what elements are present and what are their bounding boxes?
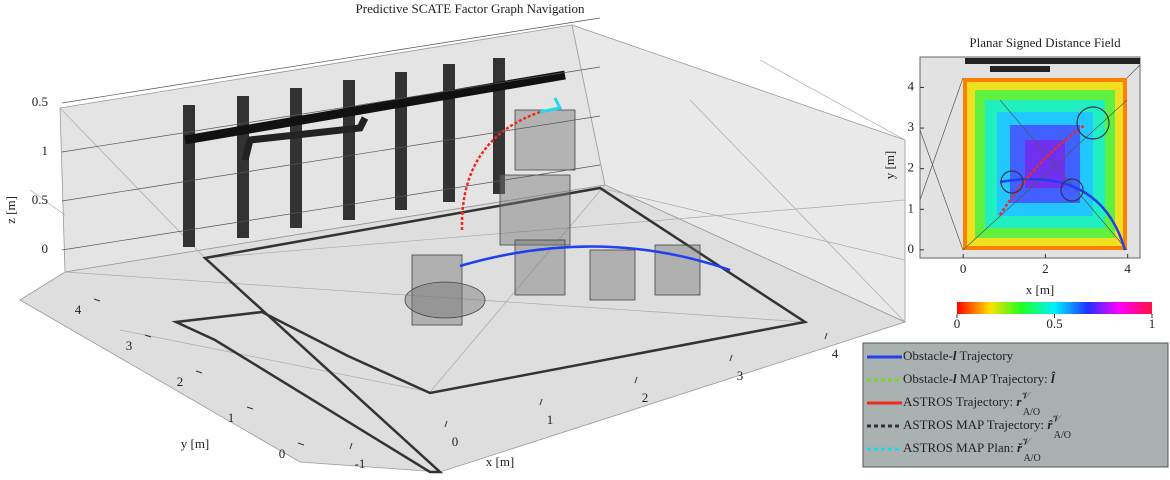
legend-text: ASTROS MAP Plan: [903,440,1017,455]
x-axis-label: x [m] [486,454,515,469]
x-tick-label: 1 [547,412,554,427]
z-grid-line [61,164,601,251]
x-tick-label: 0 [452,434,459,449]
inset-title: Planar Signed Distance Field [969,35,1121,50]
x-tick [539,398,543,406]
y-tick [93,298,101,302]
z-grid-line [61,115,601,202]
x-tick-label: -1 [355,456,366,471]
astros-plan [539,97,563,114]
z-tick-label: 0 [42,241,49,256]
z-tick-label: 0.5 [32,94,48,109]
colorbar-tick-label: 0.5 [1046,316,1062,331]
y-tick-label: 1 [908,200,915,215]
x-tick-label: 4 [1124,261,1131,276]
inset-y-label: y [m] [882,151,897,180]
colorbar-tick-label: 1 [1149,316,1156,331]
y-tick-label: 3 [126,338,133,353]
y-tick-label: 0 [279,446,286,461]
astros-trajectory [998,123,1086,216]
legend-text: A/O [1023,453,1040,464]
arm [990,66,1050,72]
x-tick-label: 0 [960,261,967,276]
legend-label: Obstacle-l MAP Trajectory: l̂ [903,371,1055,386]
y-tick-label: 4 [75,302,82,317]
y-tick [297,442,305,446]
legend-text: A/O [1054,430,1071,441]
y-tick-label: 3 [908,119,915,134]
legend-label: Obstacle-l Trajectory [903,348,1014,363]
y-tick [195,370,203,374]
legend-text: Obstacle- [903,348,953,363]
scene [19,24,907,474]
x-tick-label: 2 [642,390,649,405]
legend-text: ASTROS MAP Trajectory: [903,417,1047,432]
legend-text: ř [1017,440,1023,455]
y-tick-label: 2 [177,374,184,389]
inset-x-label: x [m] [1026,282,1055,297]
y-tick-label: 0 [908,241,915,256]
legend-text: A/O [1023,407,1040,418]
z-tick-label: 0.5 [32,192,48,207]
colorbar-tick-label: 0 [954,316,961,331]
legend-text: r [1016,394,1022,409]
legend-text: Trajectory [956,348,1013,363]
z-tick-label: 1 [42,143,49,158]
x-tick [444,420,448,428]
astros-trajectory [460,110,541,231]
legend-text: 𝒱 [1052,414,1062,425]
y-tick-label: 2 [908,160,915,175]
y-tick-label: 1 [228,410,235,425]
y-axis-label: y [m] [181,436,210,451]
beam [965,58,1140,64]
x-tick-label: 2 [1042,261,1049,276]
obstacle-trajectory [459,245,731,272]
beam [184,70,566,145]
y-tick-label: 4 [908,78,915,93]
y-tick [144,334,152,338]
x-tick [729,354,733,362]
z-axis-label: z [m] [3,196,18,224]
colorbar [957,302,1152,314]
chart-title: Predictive SCATE Factor Graph Navigation [356,1,585,16]
legend-text: l̂ [1050,371,1055,386]
x-tick-label: 4 [832,346,839,361]
legend-text: 𝒱 [1022,437,1032,448]
y-tick [246,406,254,410]
legend-label: ASTROS Trajectory: r𝒱 A/O [903,391,1040,418]
mesh [29,24,906,393]
arm [241,116,369,161]
robots [1000,106,1110,202]
legend-text: Obstacle- [903,371,953,386]
legend-text: l [953,348,957,363]
arena-outline [171,186,809,474]
x-tick-label: 3 [737,368,744,383]
legend-text: ASTROS Trajectory: [903,394,1016,409]
legend-text: l [953,371,957,386]
sdf-panel: 0 2 4 0 1 2 3 4 0 0.5 1 [908,56,1156,331]
robots [404,109,701,326]
legend-text: r̂ [1047,417,1053,432]
x-tick [824,332,828,340]
legend-text: MAP Trajectory: [956,371,1051,386]
mesh [919,64,1141,251]
legend-label: ASTROS MAP Trajectory: r̂𝒱 A/O [903,414,1071,441]
legend-box [862,342,1169,468]
x-tick [349,442,353,450]
legend-label: ASTROS MAP Plan: ř𝒱 A/O [903,437,1041,464]
x-tick [634,376,638,384]
ticks: -1 0 1 2 3 4 0 1 2 3 4 0 0.5 1 0.5 [32,17,839,471]
z-grid-line [61,17,601,104]
legend-text: 𝒱 [1021,391,1031,402]
z-grid-line [61,66,601,153]
sdf-field [963,78,1127,250]
